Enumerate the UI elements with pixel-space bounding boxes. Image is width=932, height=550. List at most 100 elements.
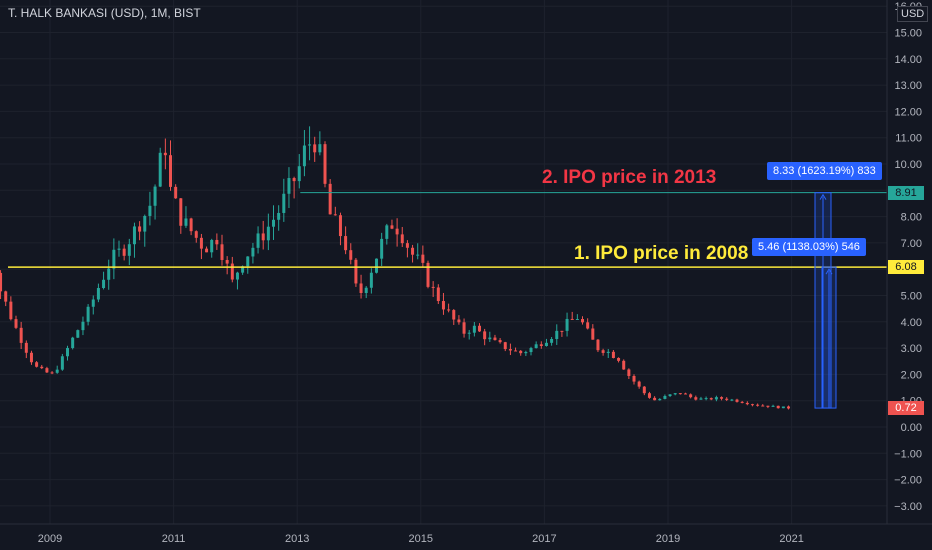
y-tick-label: 5.00 — [901, 291, 922, 303]
price-tag-ipo-2013: 8.91 — [888, 185, 924, 200]
candle-body — [81, 321, 85, 331]
candle-body — [653, 397, 657, 401]
measure-label-2013: 8.33 (1623.19%) 833 — [767, 162, 882, 180]
candle-body — [725, 398, 729, 400]
candle-body — [375, 258, 379, 273]
candle-body — [241, 266, 245, 273]
candle-body — [91, 299, 95, 307]
y-tick-label: 13.00 — [894, 80, 922, 92]
chart-grid — [0, 0, 887, 524]
candle-body — [308, 144, 312, 146]
candle-body — [390, 225, 394, 229]
y-tick-label: 10.00 — [894, 159, 922, 171]
candle-body — [627, 369, 631, 376]
measure-range-2013-arrowhead — [819, 193, 827, 200]
candle-body — [452, 310, 456, 320]
candle-body — [102, 279, 106, 289]
candle-body — [622, 360, 626, 370]
candle-body — [611, 351, 615, 358]
candle-body — [338, 215, 342, 237]
candle-body — [261, 233, 265, 241]
candle-body — [344, 236, 348, 251]
candle-body — [524, 352, 528, 354]
candle-body — [565, 318, 569, 331]
candle-body — [251, 247, 255, 257]
candle-body — [287, 178, 291, 194]
candle-body — [385, 225, 389, 239]
x-tick-label: 2019 — [656, 533, 680, 545]
candle-body — [328, 183, 332, 215]
candle-body — [678, 393, 682, 395]
candle-body — [689, 394, 693, 398]
candle-body — [457, 319, 461, 323]
y-tick-label: −1.00 — [894, 448, 922, 460]
candle-body — [292, 178, 296, 182]
candle-body — [256, 233, 260, 248]
candle-body — [0, 272, 3, 292]
candle-body — [467, 332, 471, 334]
candle-body — [323, 144, 327, 184]
candle-body — [781, 406, 785, 409]
candle-body — [416, 254, 420, 256]
candle-body — [658, 398, 662, 401]
candle-body — [694, 397, 698, 400]
candle-body — [220, 244, 224, 260]
x-tick-label: 2021 — [779, 533, 803, 545]
candle-body — [400, 234, 404, 244]
candle-body — [750, 404, 754, 406]
candle-body — [153, 186, 157, 206]
candle-body — [684, 393, 688, 395]
candle-body — [40, 366, 44, 369]
x-tick-label: 2017 — [532, 533, 556, 545]
candle-body — [112, 249, 116, 269]
candle-body — [4, 291, 8, 302]
candle-body — [745, 402, 749, 405]
candle-body — [596, 339, 600, 351]
y-tick-label: 14.00 — [894, 54, 922, 66]
y-tick-label: 0.00 — [901, 422, 922, 434]
candle-body — [184, 218, 188, 226]
candle-body — [66, 348, 70, 357]
candle-body — [787, 406, 791, 409]
candle-body — [14, 319, 18, 328]
time-axis[interactable]: 2009 2011 2013 2015 2017 2019 2021 — [38, 533, 804, 545]
candle-body — [720, 397, 724, 399]
ipo-2013-annotation: 2. IPO price in 2013 — [542, 167, 717, 188]
candle-body — [411, 247, 415, 255]
candle-body — [472, 325, 476, 333]
candle-body — [756, 404, 760, 406]
candle-body — [709, 398, 713, 400]
candle-body — [441, 301, 445, 310]
candle-body — [302, 145, 306, 167]
candle-body — [127, 244, 131, 256]
candle-body — [148, 205, 152, 216]
candle-body — [699, 398, 703, 400]
candle-body — [107, 268, 111, 280]
symbol-title[interactable]: T. HALK BANKASI (USD), 1M, BIST — [8, 6, 201, 20]
candle-body — [483, 331, 487, 340]
measure-range-2008-arrowhead — [825, 268, 833, 275]
price-tag-last: 0.72 — [888, 401, 924, 416]
candle-body — [86, 306, 90, 322]
candle-body — [550, 338, 554, 343]
candle-body — [29, 352, 33, 363]
candle-body — [359, 283, 363, 294]
candle-body — [210, 239, 214, 253]
candle-body — [230, 263, 234, 280]
candle-body — [771, 405, 775, 407]
currency-badge[interactable]: USD — [897, 6, 929, 22]
candle-body — [632, 375, 636, 382]
candle-body — [179, 198, 183, 226]
candle-body — [199, 237, 203, 249]
candle-body — [205, 248, 209, 253]
candle-body — [606, 351, 610, 353]
candle-body — [447, 309, 451, 311]
candle-body — [158, 152, 162, 187]
candle-body — [297, 166, 301, 182]
candle-body — [163, 152, 167, 156]
y-tick-label: −2.00 — [894, 475, 922, 487]
candle-body — [122, 248, 126, 256]
y-tick-label: 3.00 — [901, 343, 922, 355]
